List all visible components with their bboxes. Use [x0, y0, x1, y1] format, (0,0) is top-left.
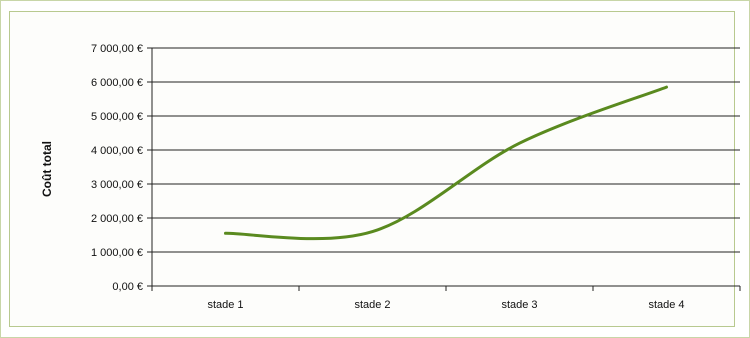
- y-tick-label: 4 000,00 €: [91, 145, 143, 157]
- x-tick-label: stade 4: [648, 299, 684, 311]
- gridlines: [152, 47, 740, 253]
- y-tick-labels: 0,00 € 1 000,00 € 2 000,00 € 3 000,00 € 4 00…: [91, 43, 143, 293]
- y-axis-label: Coût total: [40, 141, 54, 197]
- series-line: [224, 85, 668, 241]
- chart-area: [9, 11, 735, 327]
- axes: [147, 47, 741, 291]
- y-tick-label: 1 000,00 €: [91, 247, 143, 259]
- series: [224, 85, 668, 241]
- x-tick-label: stade 1: [207, 299, 243, 311]
- y-tick-label: 3 000,00 €: [91, 179, 143, 191]
- x-tick-label: stade 2: [354, 299, 390, 311]
- y-tick-label: 6 000,00 €: [91, 77, 143, 89]
- y-tick-label: 0,00 €: [112, 281, 143, 293]
- x-tick-label: stade 3: [501, 299, 537, 311]
- y-tick-label: 2 000,00 €: [91, 213, 143, 225]
- y-tick-label: 7 000,00 €: [91, 43, 143, 55]
- x-tick-labels: stade 1 stade 2 stade 3 stade 4: [207, 299, 684, 311]
- y-tick-label: 5 000,00 €: [91, 111, 143, 123]
